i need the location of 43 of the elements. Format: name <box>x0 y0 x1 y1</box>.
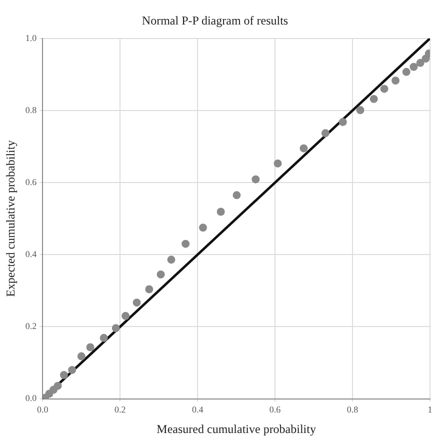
point <box>199 224 208 232</box>
y-tick-label: 0.6 <box>25 176 38 187</box>
point <box>112 324 120 332</box>
point <box>77 352 86 360</box>
point <box>68 366 76 374</box>
point <box>321 129 330 138</box>
point <box>252 175 260 184</box>
point <box>356 106 364 114</box>
point <box>216 208 225 216</box>
point <box>380 84 388 93</box>
point <box>410 62 418 71</box>
x-tick-label: 0.0 <box>37 404 49 415</box>
x-tick-label: 1 <box>428 404 432 415</box>
point <box>122 312 130 320</box>
y-tick-label: 0.2 <box>25 321 37 332</box>
point <box>167 256 176 264</box>
point <box>338 118 347 126</box>
x-tick-label: 0.6 <box>269 404 282 415</box>
point <box>145 285 154 294</box>
y-tick-label: 0.8 <box>25 104 38 115</box>
point <box>300 144 308 152</box>
x-tick-label: 0.4 <box>192 404 204 415</box>
y-tick-label: 0.0 <box>25 393 38 404</box>
point <box>416 58 424 67</box>
point <box>182 240 190 248</box>
point <box>274 159 282 168</box>
point <box>132 298 141 307</box>
point <box>54 382 62 390</box>
x-tick-label: 0.2 <box>114 404 126 415</box>
y-axis-title: Expected cumulative probability <box>3 140 18 297</box>
point <box>86 343 94 352</box>
point <box>370 94 378 103</box>
point <box>232 191 241 200</box>
point <box>392 76 400 85</box>
chart-title: Normal P-P diagram of results <box>142 13 288 28</box>
x-tick-label: 0.8 <box>346 404 359 415</box>
point <box>100 334 108 342</box>
point <box>60 371 68 380</box>
y-tick-label: 1.0 <box>25 32 38 43</box>
y-tick-label: 0.4 <box>25 249 38 259</box>
point <box>156 270 165 278</box>
x-axis-title: Measured cumulative probability <box>156 422 316 436</box>
point <box>402 68 410 76</box>
